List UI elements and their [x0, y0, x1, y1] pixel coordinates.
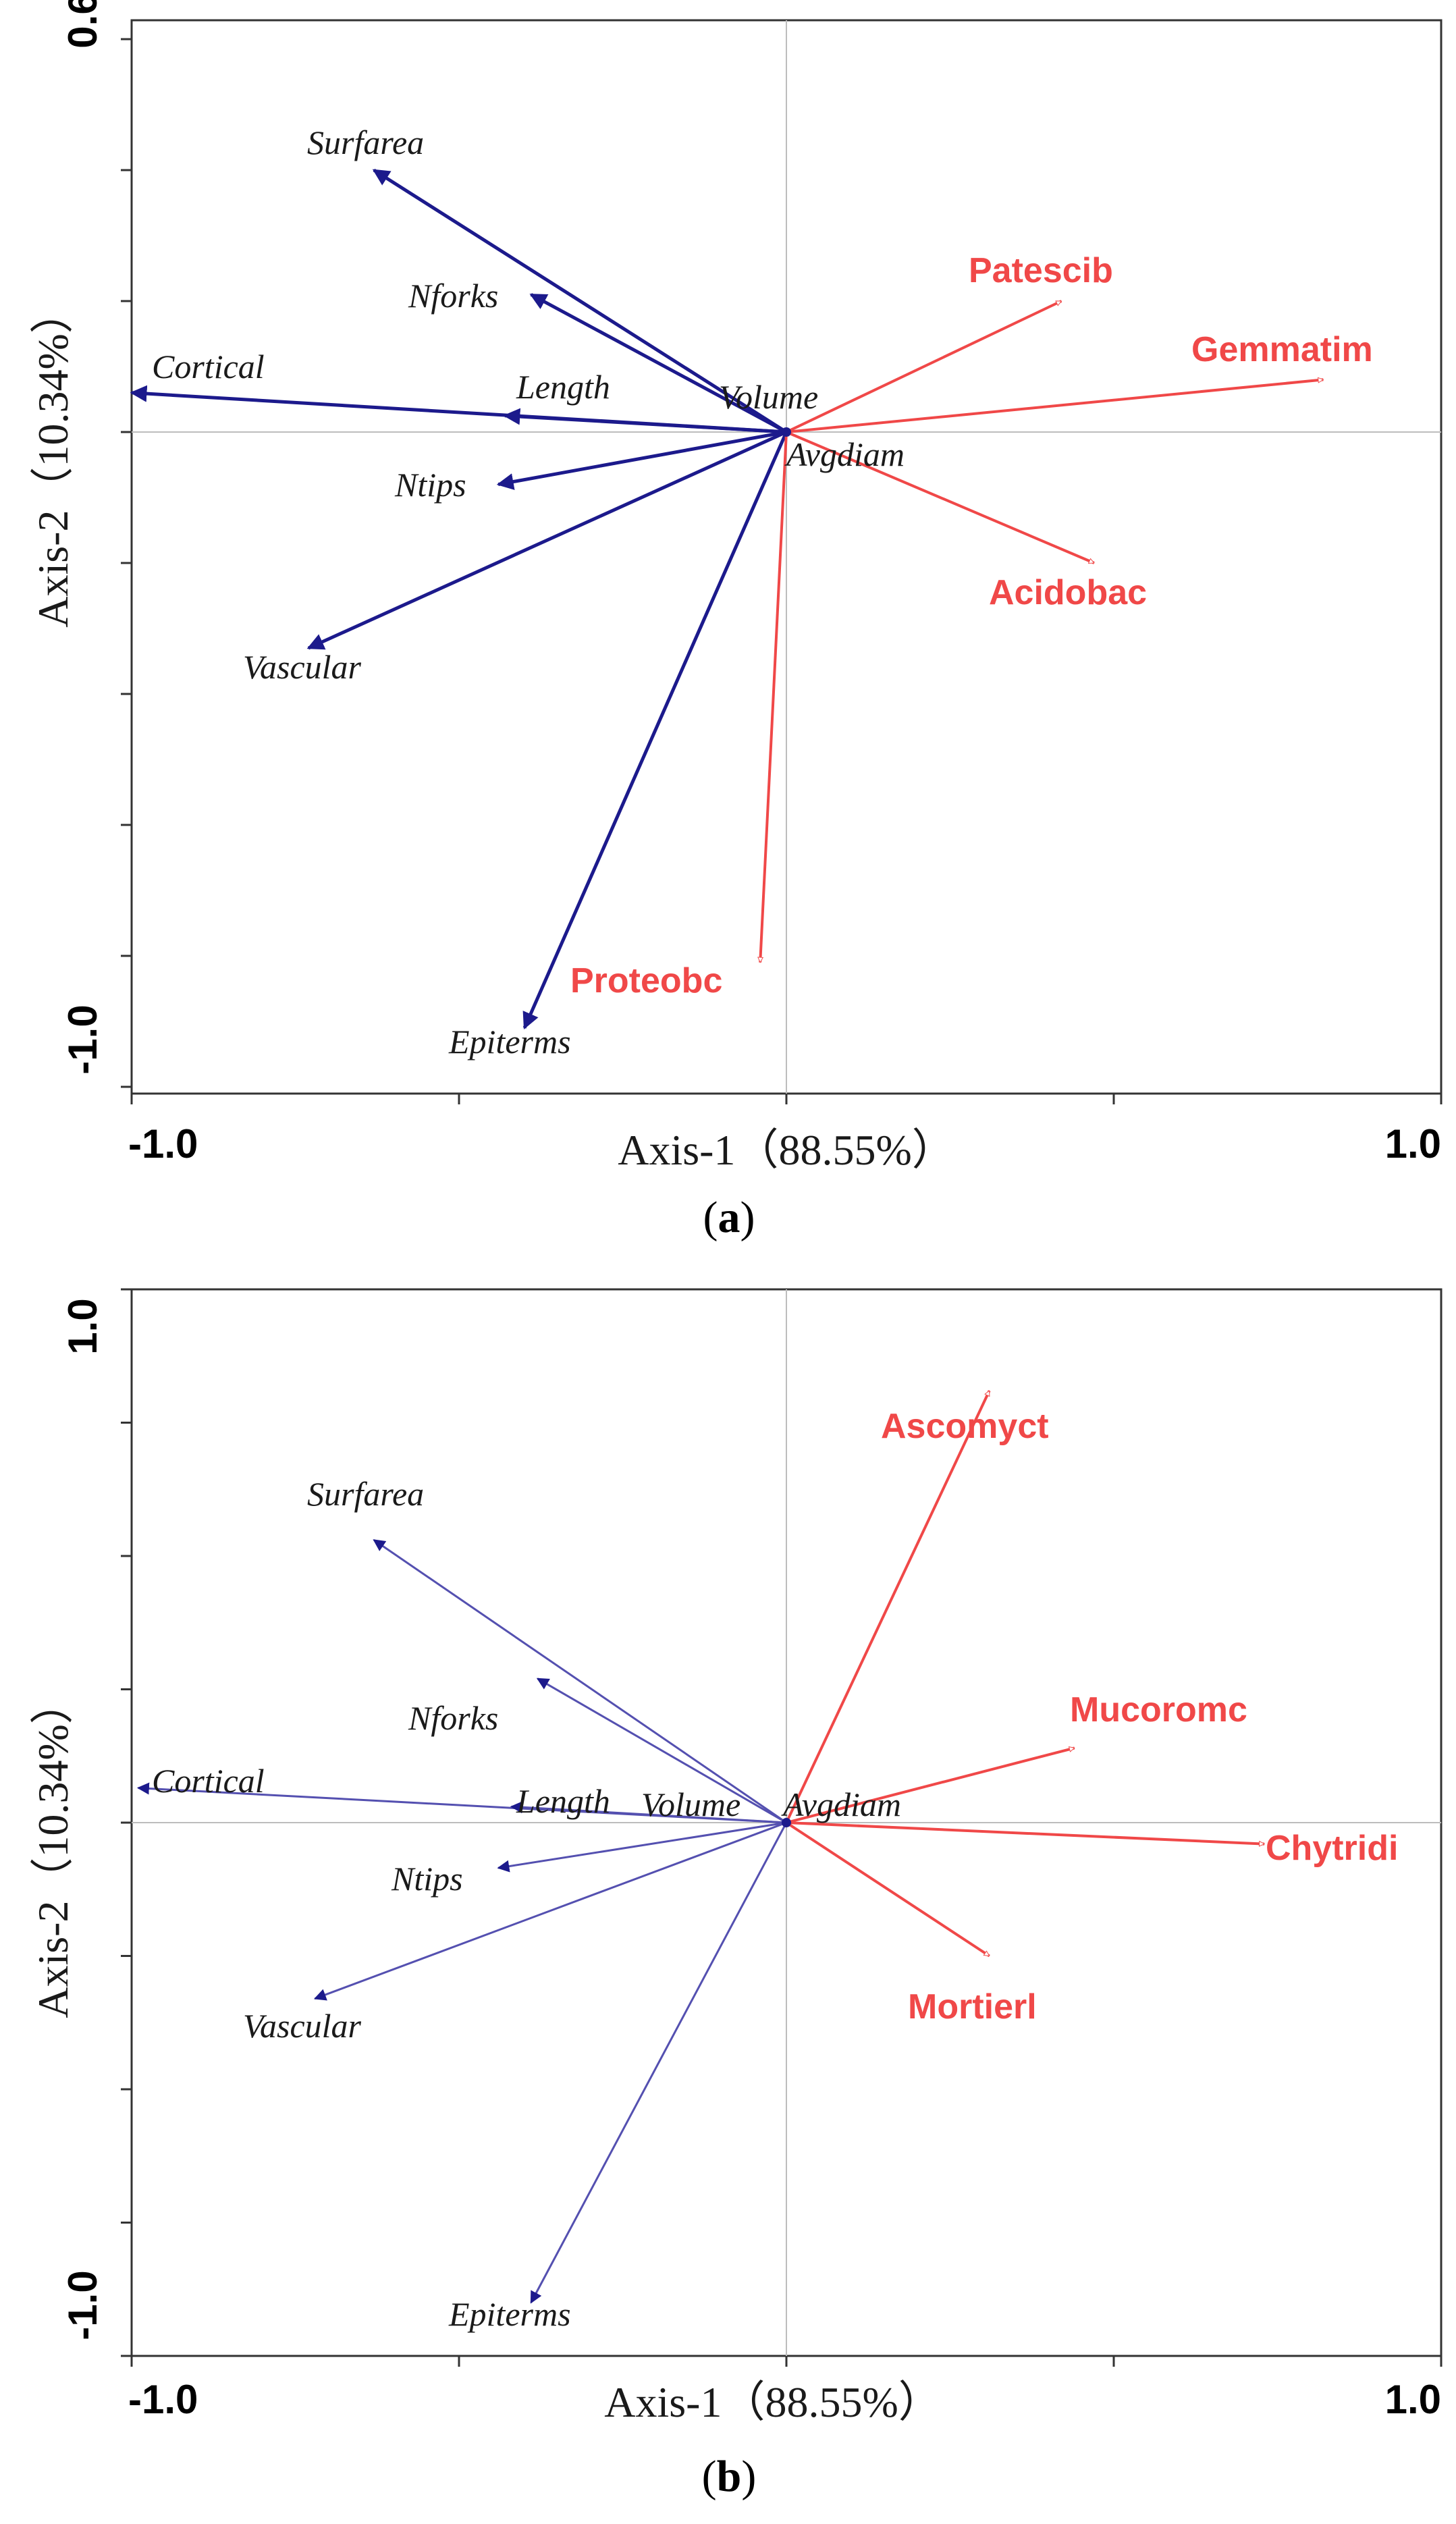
vector-label-nforks: Nforks	[408, 277, 498, 315]
vector-labels: Surfarea Nforks Cortical Length Volume A…	[152, 124, 1373, 1060]
vector-label-cortical: Cortical	[152, 1762, 265, 1800]
vector-mucoromc	[786, 1748, 1075, 1824]
tick-label-y-max: 0.6	[60, 0, 105, 49]
tick-label-y-min: -1.0	[60, 1004, 105, 1074]
vector-label-ntips: Ntips	[394, 466, 466, 504]
vector-nforks	[536, 1677, 787, 1824]
vector-ntips	[497, 1821, 787, 1873]
vector-label-length: Length	[516, 368, 610, 406]
origin-point	[782, 427, 791, 437]
vector-length	[510, 1801, 787, 1824]
vector-label-patescib: Patescib	[969, 251, 1113, 290]
vector-label-ascomyct: Ascomyct	[881, 1407, 1049, 1446]
vector-label-epiterms: Epiterms	[448, 1023, 571, 1060]
vector-surfarea	[372, 168, 788, 434]
tick-label-x-max: 1.0	[1385, 1121, 1441, 1166]
tick-label-x-max: 1.0	[1385, 2377, 1441, 2422]
vector-label-surfarea: Surfarea	[307, 1475, 424, 1513]
vector-label-mortierl: Mortierl	[908, 1987, 1037, 2026]
vector-vascular	[313, 1821, 787, 2001]
vector-mortierl	[785, 1821, 990, 1958]
tick-label-x-min: -1.0	[128, 2377, 198, 2422]
panel-b: Surfarea Nforks Cortical Length Volume A…	[29, 1288, 1442, 2501]
vector-label-chytridi: Chytridi	[1266, 1829, 1398, 1868]
panel-caption: (b)	[702, 2452, 757, 2501]
tick-label-y-max: 1.0	[60, 1298, 105, 1354]
vector-label-volume: Volume	[641, 1785, 740, 1823]
tick-label-y-min: -1.0	[60, 2270, 105, 2340]
origin-point	[782, 1818, 791, 1827]
axis-x-title: Axis-1（88.55%）	[618, 1126, 955, 1174]
vector-proteobc	[760, 431, 788, 963]
vector-patescib	[786, 300, 1061, 433]
vector-group	[130, 168, 1323, 1029]
vector-label-ntips: Ntips	[391, 1860, 463, 1898]
panel-caption-letter: a	[718, 1193, 740, 1242]
vector-label-gemmatim: Gemmatim	[1191, 330, 1373, 369]
vector-label-vascular: Vascular	[243, 2007, 362, 2045]
vector-label-mucoromc: Mucoromc	[1070, 1690, 1247, 1729]
vector-label-surfarea: Surfarea	[307, 124, 424, 161]
vector-vascular	[306, 430, 788, 650]
vector-ntips	[496, 430, 787, 490]
panel-caption-open: (	[703, 1193, 718, 1242]
vector-epiterms	[522, 431, 788, 1029]
vector-nforks	[529, 293, 788, 434]
vector-label-length: Length	[516, 1782, 610, 1820]
vector-label-vascular: Vascular	[243, 648, 362, 686]
panel-caption-open: (	[702, 2452, 717, 2501]
vector-acidobac	[786, 431, 1094, 564]
vector-label-avgdiam: Avgdiam	[784, 435, 905, 473]
axis-y-title: Axis-2（10.34%）	[29, 290, 77, 628]
vector-epiterms	[530, 1822, 788, 2304]
vector-gemmatim	[786, 379, 1323, 433]
vector-chytridi	[786, 1821, 1264, 1844]
vector-surfarea	[373, 1539, 787, 1824]
vector-label-proteobc: Proteobc	[570, 961, 722, 1000]
panel-caption-close: )	[741, 2452, 756, 2501]
axis-ticks	[121, 38, 1442, 1104]
panel-caption: (a)	[703, 1193, 755, 1242]
panel-caption-letter: b	[717, 2452, 742, 2501]
vector-label-epiterms: Epiterms	[448, 2295, 571, 2333]
tick-label-x-min: -1.0	[128, 1121, 198, 1166]
panel-a: Surfarea Nforks Cortical Length Volume A…	[29, 0, 1442, 1242]
vector-label-avgdiam: Avgdiam	[781, 1785, 901, 1823]
vector-label-cortical: Cortical	[152, 348, 265, 385]
axis-ticks	[121, 1288, 1442, 2367]
vector-labels: Surfarea Nforks Cortical Length Volume A…	[152, 1407, 1398, 2333]
vector-label-acidobac: Acidobac	[989, 573, 1147, 612]
axis-y-title: Axis-2（10.34%）	[29, 1681, 77, 2018]
vector-length	[503, 408, 787, 434]
vector-ascomyct	[785, 1391, 991, 1823]
vector-label-nforks: Nforks	[408, 1699, 498, 1737]
vector-group	[136, 1391, 1264, 2304]
panel-caption-close: )	[740, 1193, 755, 1242]
axis-x-title: Axis-1（88.55%）	[604, 2378, 942, 2426]
vector-label-volume: Volume	[719, 378, 818, 416]
